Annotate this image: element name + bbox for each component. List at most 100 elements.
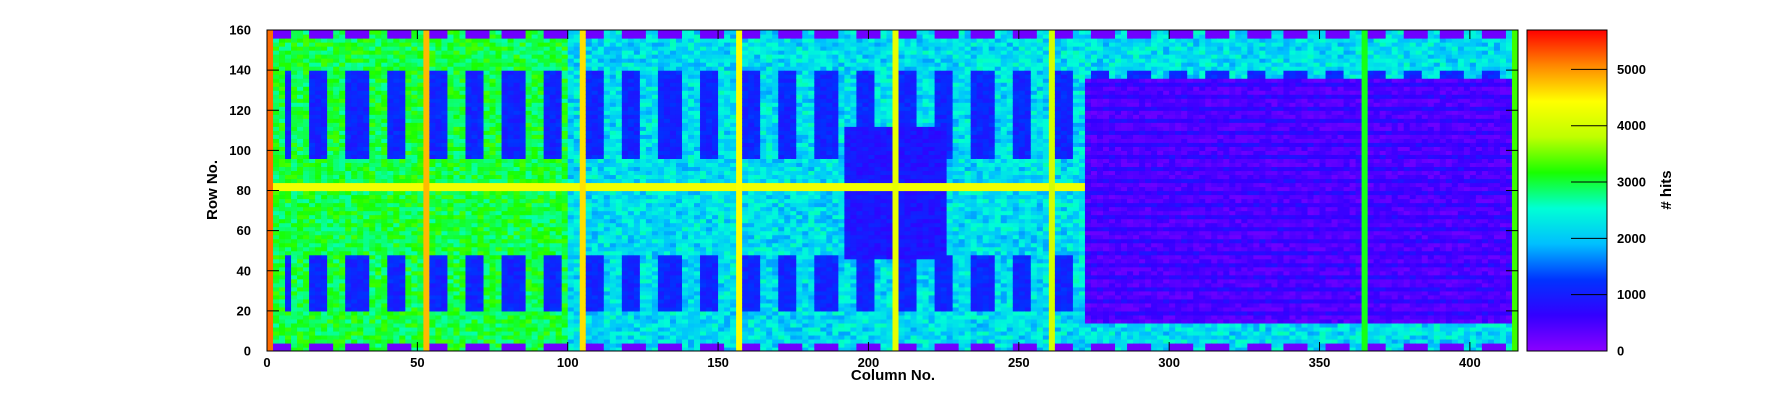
heatmap-cell xyxy=(465,98,473,103)
heatmap-cell xyxy=(585,90,593,95)
heatmap-cell xyxy=(501,162,509,168)
heatmap-cell xyxy=(441,110,449,115)
heatmap-cell xyxy=(471,306,479,312)
heatmap-cell xyxy=(579,242,587,248)
heatmap-cell xyxy=(615,66,623,71)
heatmap-cell xyxy=(285,90,292,95)
heatmap-cell xyxy=(579,238,587,244)
heatmap-cell xyxy=(579,210,587,216)
heatmap-cell xyxy=(585,270,593,276)
heatmap-cell xyxy=(369,314,376,320)
heatmap-cell xyxy=(621,118,629,123)
heatmap-cell xyxy=(429,154,436,159)
heatmap-cell xyxy=(315,298,322,304)
heatmap-cell xyxy=(483,218,491,224)
heatmap-cell xyxy=(561,110,569,115)
heatmap-cell xyxy=(267,142,274,147)
heatmap-cell xyxy=(435,174,443,180)
heatmap-cell xyxy=(609,106,617,111)
heatmap-cell xyxy=(393,42,400,47)
heatmap-cell xyxy=(531,174,539,180)
heatmap-cell xyxy=(555,314,563,320)
heatmap-cell xyxy=(639,326,647,332)
heatmap-cell xyxy=(375,154,382,159)
heatmap-cell xyxy=(591,326,599,332)
heatmap-cell xyxy=(597,98,605,103)
heatmap-cell xyxy=(339,302,346,308)
heatmap-cell xyxy=(561,322,569,328)
heatmap-cell xyxy=(303,214,310,220)
heatmap-cell xyxy=(441,82,449,87)
heatmap-cell xyxy=(489,82,497,87)
heatmap-cell xyxy=(369,86,376,91)
heatmap-cell xyxy=(285,98,292,103)
heatmap-cell xyxy=(411,290,418,296)
heatmap-cell xyxy=(429,238,436,244)
heatmap-cell xyxy=(483,318,491,324)
heatmap-cell xyxy=(471,122,479,127)
heatmap-cell xyxy=(555,186,563,192)
heatmap-cell xyxy=(381,274,388,280)
heatmap-cell xyxy=(537,266,545,272)
heatmap-cell xyxy=(321,294,328,300)
heatmap-cell xyxy=(567,302,575,308)
heatmap-cell xyxy=(321,282,328,288)
heatmap-cell xyxy=(417,318,424,324)
heatmap-cell xyxy=(585,262,593,268)
heatmap-cell xyxy=(639,258,647,264)
heatmap-cell xyxy=(411,294,418,300)
heatmap-cell xyxy=(483,298,491,304)
heatmap-cell xyxy=(537,330,545,336)
heatmap-cell xyxy=(411,62,418,67)
heatmap-cell xyxy=(465,50,473,55)
heatmap-cell xyxy=(483,286,491,292)
heatmap-cell xyxy=(351,86,358,91)
heatmap-cell xyxy=(495,314,503,320)
heatmap-cell xyxy=(555,238,563,244)
heatmap-cell xyxy=(441,194,449,200)
heatmap-cell xyxy=(399,282,406,288)
heatmap-cell xyxy=(405,198,412,204)
heatmap-cell xyxy=(525,238,533,244)
heatmap-cell xyxy=(411,206,418,212)
heatmap-cell xyxy=(459,198,467,204)
heatmap-cell xyxy=(459,290,467,296)
heatmap-cell xyxy=(555,118,563,123)
heatmap-cell xyxy=(315,94,322,99)
heatmap-cell xyxy=(603,62,611,67)
heatmap-cell xyxy=(303,118,310,123)
heatmap-cell xyxy=(627,186,635,192)
heatmap-cell xyxy=(471,158,479,164)
heatmap-cell xyxy=(363,302,370,308)
heatmap-cell xyxy=(615,174,623,180)
heatmap-cell xyxy=(507,318,515,324)
heatmap-cell xyxy=(345,230,352,236)
heatmap-cell xyxy=(393,286,400,292)
heatmap-cell xyxy=(627,46,635,51)
heatmap-cell xyxy=(345,298,352,304)
heatmap-cell xyxy=(465,338,473,344)
heatmap-cell xyxy=(327,86,334,91)
heatmap-cell xyxy=(375,170,382,176)
heatmap-cell xyxy=(381,106,388,111)
heatmap-cell xyxy=(369,46,376,51)
heatmap-cell xyxy=(429,274,436,280)
heatmap-cell xyxy=(477,146,485,151)
heatmap-cell xyxy=(585,154,593,159)
heatmap-cell xyxy=(327,198,334,204)
heatmap-cell xyxy=(321,226,328,232)
heatmap-cell xyxy=(303,322,310,328)
heatmap-cell xyxy=(321,38,328,43)
heatmap-cell xyxy=(501,206,509,212)
heatmap-cell xyxy=(489,66,497,71)
heatmap-cell xyxy=(549,342,557,348)
heatmap-cell xyxy=(579,282,587,288)
heatmap-cell xyxy=(387,154,394,159)
heatmap-cell xyxy=(543,178,551,184)
heatmap-cell xyxy=(291,38,298,43)
heatmap-cell xyxy=(603,170,611,176)
heatmap-cell xyxy=(549,138,557,143)
heatmap-cell xyxy=(333,250,340,256)
heatmap-cell xyxy=(507,38,515,43)
heatmap-cell xyxy=(519,130,527,135)
